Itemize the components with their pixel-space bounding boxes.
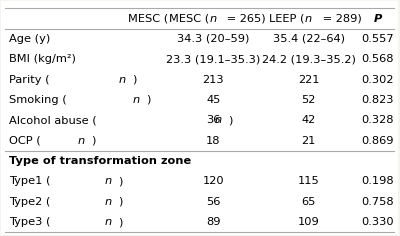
- Text: 0.557: 0.557: [362, 34, 394, 44]
- Text: n: n: [105, 176, 112, 186]
- Text: 36: 36: [206, 115, 221, 125]
- Text: n: n: [78, 136, 85, 146]
- Text: 0.568: 0.568: [362, 54, 394, 64]
- Text: n: n: [214, 115, 221, 125]
- Text: Age (y): Age (y): [9, 34, 50, 44]
- Text: OCP (: OCP (: [9, 136, 41, 146]
- Text: ): ): [91, 136, 96, 146]
- Text: ): ): [132, 75, 136, 85]
- Text: P: P: [374, 13, 382, 24]
- Text: 0.869: 0.869: [362, 136, 394, 146]
- Text: 0.198: 0.198: [362, 176, 394, 186]
- Text: = 289): = 289): [318, 13, 361, 24]
- Text: 21: 21: [302, 136, 316, 146]
- Text: 18: 18: [206, 136, 221, 146]
- Text: n: n: [105, 197, 112, 207]
- Text: 0.330: 0.330: [362, 217, 394, 227]
- Text: Parity (: Parity (: [9, 75, 50, 85]
- Text: 34.3 (20–59): 34.3 (20–59): [177, 34, 250, 44]
- Text: 42: 42: [302, 115, 316, 125]
- Text: 0.823: 0.823: [362, 95, 394, 105]
- Text: Type2 (: Type2 (: [9, 197, 51, 207]
- Text: ): ): [228, 115, 232, 125]
- Text: n: n: [105, 217, 112, 227]
- Text: 45: 45: [206, 95, 221, 105]
- Text: BMI (kg/m²): BMI (kg/m²): [9, 54, 76, 64]
- Text: 24.2 (19.3–35.2): 24.2 (19.3–35.2): [262, 54, 356, 64]
- Text: Type of transformation zone: Type of transformation zone: [9, 156, 192, 166]
- Text: 23.3 (19.1–35.3): 23.3 (19.1–35.3): [166, 54, 260, 64]
- Text: 109: 109: [298, 217, 320, 227]
- Text: 52: 52: [302, 95, 316, 105]
- Text: Type1 (: Type1 (: [9, 176, 51, 186]
- Text: ): ): [118, 217, 123, 227]
- Text: 0.302: 0.302: [362, 75, 394, 85]
- Text: ): ): [146, 95, 150, 105]
- Text: 221: 221: [298, 75, 319, 85]
- Text: 115: 115: [298, 176, 320, 186]
- Text: 213: 213: [203, 75, 224, 85]
- Text: MESC (: MESC (: [169, 13, 210, 24]
- Text: Type3 (: Type3 (: [9, 217, 51, 227]
- Text: = 265): = 265): [223, 13, 266, 24]
- Text: n: n: [118, 75, 126, 85]
- Text: 0.758: 0.758: [362, 197, 394, 207]
- Text: ): ): [118, 197, 123, 207]
- Text: 35.4 (22–64): 35.4 (22–64): [273, 34, 345, 44]
- Text: 89: 89: [206, 217, 221, 227]
- Text: LEEP (: LEEP (: [269, 13, 305, 24]
- Text: Smoking (: Smoking (: [9, 95, 67, 105]
- Text: 65: 65: [302, 197, 316, 207]
- Text: n: n: [132, 95, 140, 105]
- Text: 120: 120: [203, 176, 224, 186]
- Text: 56: 56: [206, 197, 221, 207]
- Text: MESC (: MESC (: [128, 13, 168, 24]
- Text: n: n: [305, 13, 312, 24]
- Text: ): ): [118, 176, 123, 186]
- Text: n: n: [210, 13, 217, 24]
- Text: 0.328: 0.328: [362, 115, 394, 125]
- Text: Alcohol abuse (: Alcohol abuse (: [9, 115, 97, 125]
